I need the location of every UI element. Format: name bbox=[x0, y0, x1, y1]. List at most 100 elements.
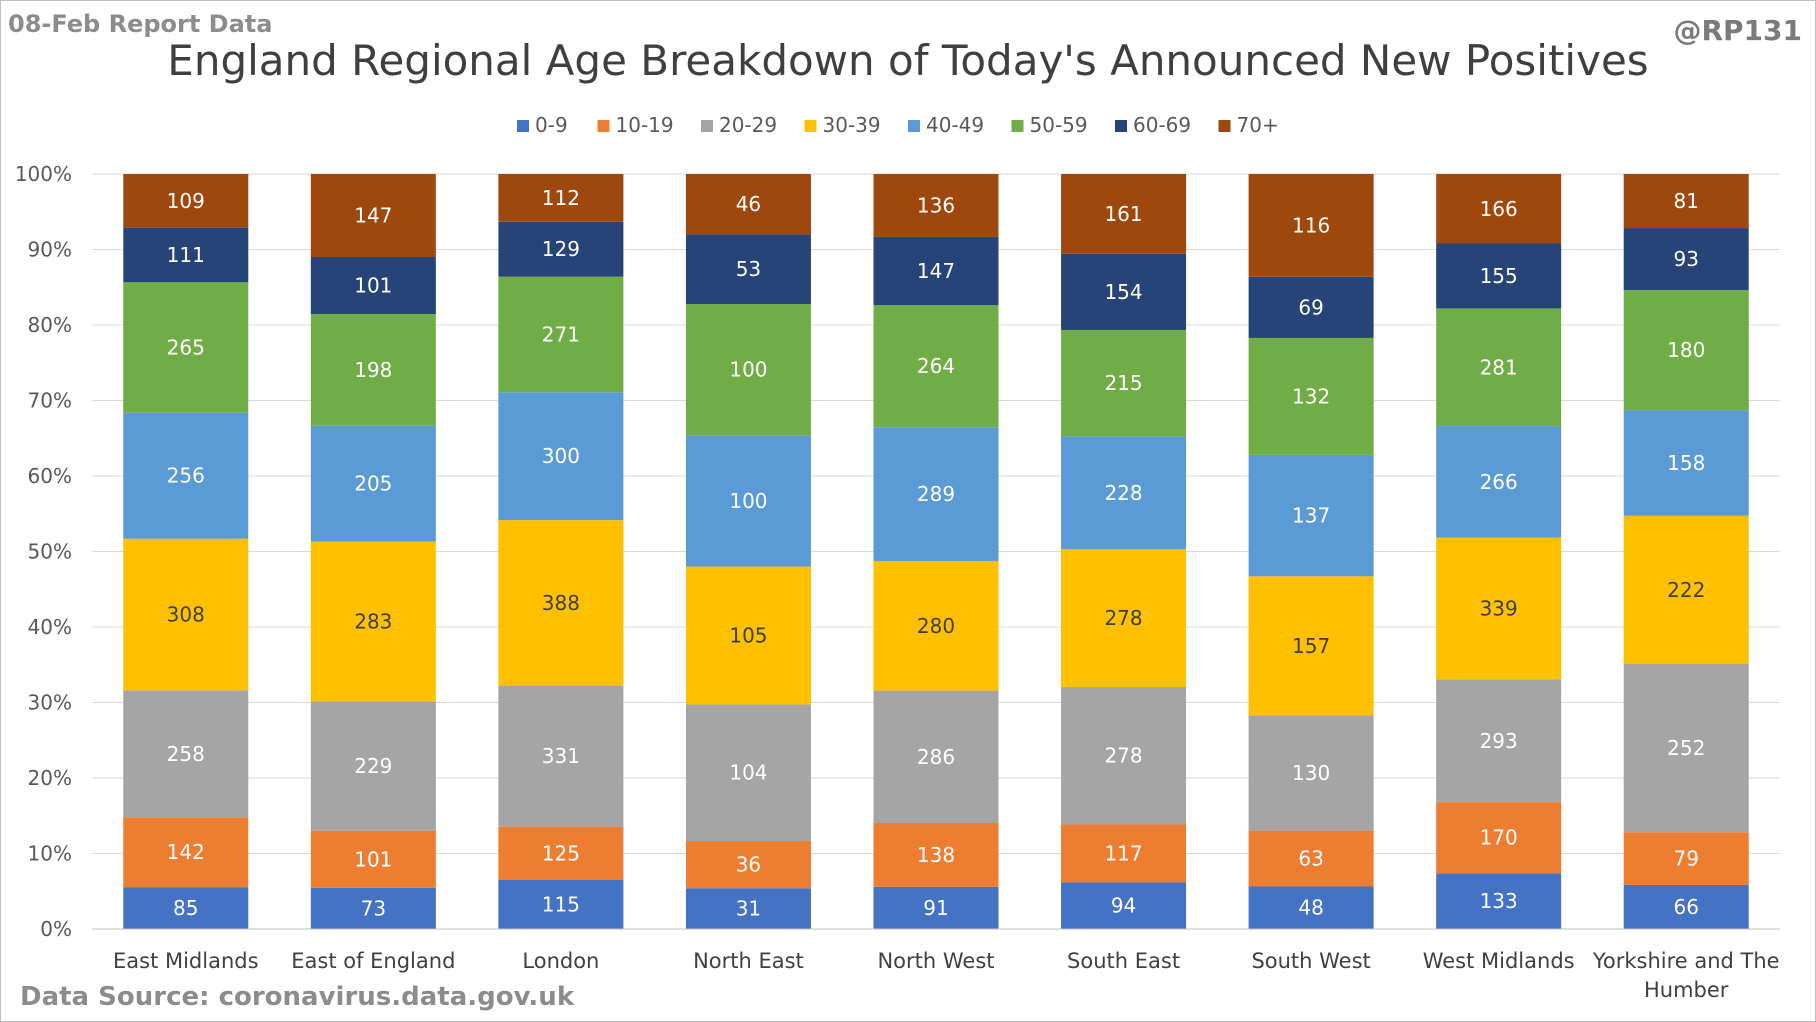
bar-segment bbox=[873, 305, 999, 428]
bar-segment bbox=[1248, 886, 1374, 929]
legend-swatch bbox=[908, 120, 920, 132]
data-label: 69 bbox=[1298, 295, 1323, 319]
x-tick-label: West Midlands bbox=[1423, 949, 1575, 973]
legend-label: 40-49 bbox=[926, 113, 984, 137]
author-handle: @RP131 bbox=[1673, 14, 1802, 47]
x-tick-label: East of England bbox=[291, 949, 455, 973]
data-label: 215 bbox=[1104, 371, 1142, 395]
y-tick-label: 0% bbox=[40, 917, 72, 941]
bar-segment bbox=[1623, 663, 1749, 833]
data-label: 115 bbox=[542, 892, 580, 916]
bar-segment bbox=[1061, 882, 1187, 929]
data-label: 180 bbox=[1667, 338, 1705, 362]
bar-segment bbox=[310, 257, 436, 315]
data-label: 133 bbox=[1480, 889, 1518, 913]
y-tick-label: 90% bbox=[28, 238, 72, 262]
data-label: 289 bbox=[917, 482, 955, 506]
y-tick-label: 100% bbox=[15, 162, 72, 186]
bar-segment bbox=[1061, 253, 1187, 330]
bar-segment bbox=[498, 520, 624, 686]
data-label: 111 bbox=[167, 243, 205, 267]
data-label: 125 bbox=[542, 841, 580, 865]
bar-segment bbox=[1248, 337, 1374, 455]
bar-segment bbox=[498, 174, 624, 222]
data-label: 271 bbox=[542, 323, 580, 347]
bar-segment bbox=[685, 704, 811, 842]
bar-segment bbox=[1248, 715, 1374, 831]
y-tick-label: 60% bbox=[28, 464, 72, 488]
data-label: 265 bbox=[167, 335, 205, 359]
data-label: 130 bbox=[1292, 761, 1330, 785]
bar-segment bbox=[1061, 436, 1187, 550]
legend-swatch bbox=[1011, 120, 1024, 132]
x-tick-label: South East bbox=[1067, 949, 1180, 973]
bar-segment bbox=[310, 701, 436, 831]
data-label: 283 bbox=[354, 610, 392, 634]
x-tick-label: North West bbox=[877, 949, 994, 973]
data-label: 53 bbox=[736, 257, 761, 281]
bar-segment bbox=[498, 685, 624, 827]
data-label: 252 bbox=[1667, 736, 1705, 760]
data-label: 300 bbox=[542, 444, 580, 468]
data-label: 280 bbox=[917, 614, 955, 638]
legend-swatch bbox=[804, 120, 817, 132]
data-label: 222 bbox=[1667, 578, 1705, 602]
data-label: 48 bbox=[1298, 896, 1323, 920]
legend-label: 60-69 bbox=[1133, 113, 1191, 137]
bar-segment bbox=[685, 234, 811, 304]
bar-segment bbox=[1436, 802, 1562, 874]
bar-segment bbox=[1436, 873, 1562, 929]
bar-segment bbox=[1623, 410, 1749, 516]
data-label: 138 bbox=[917, 843, 955, 867]
bar-segment bbox=[1436, 174, 1562, 244]
bar-segment bbox=[873, 174, 999, 237]
legend-label: 10-19 bbox=[616, 113, 674, 137]
data-label: 155 bbox=[1480, 264, 1518, 288]
x-tick-label: Humber bbox=[1644, 978, 1729, 1002]
bar-segment bbox=[1623, 832, 1749, 885]
bar-segment bbox=[1248, 576, 1374, 716]
x-tick-label: South West bbox=[1251, 949, 1370, 973]
bar-segment bbox=[1436, 308, 1562, 427]
data-label: 79 bbox=[1673, 847, 1698, 871]
bar-segment bbox=[873, 560, 999, 691]
data-label: 205 bbox=[354, 472, 392, 496]
data-label: 91 bbox=[923, 896, 948, 920]
legend-swatch bbox=[1218, 120, 1231, 132]
y-tick-label: 20% bbox=[28, 766, 72, 790]
x-tick-label: Yorkshire and The bbox=[1592, 949, 1780, 973]
y-tick-label: 70% bbox=[28, 389, 72, 413]
x-tick-label: London bbox=[522, 949, 599, 973]
data-label: 100 bbox=[729, 358, 767, 382]
data-label: 166 bbox=[1480, 197, 1518, 221]
data-label: 339 bbox=[1480, 596, 1518, 620]
bar-segment bbox=[310, 541, 436, 702]
bar-segment bbox=[123, 227, 249, 283]
bar-segment bbox=[498, 392, 624, 521]
data-label: 161 bbox=[1104, 202, 1142, 226]
legend-swatch bbox=[597, 120, 610, 132]
bar-segment bbox=[873, 690, 999, 823]
legend-label: 70+ bbox=[1237, 113, 1279, 137]
data-label: 105 bbox=[729, 624, 767, 648]
bar-segment bbox=[123, 174, 249, 228]
chart-title: England Regional Age Breakdown of Today'… bbox=[167, 36, 1649, 85]
data-label: 132 bbox=[1292, 384, 1330, 408]
legend-swatch bbox=[701, 120, 713, 132]
data-label: 388 bbox=[542, 591, 580, 615]
data-label: 101 bbox=[354, 274, 392, 298]
data-label: 256 bbox=[167, 464, 205, 488]
bar-segment bbox=[685, 888, 811, 929]
data-label: 281 bbox=[1480, 355, 1518, 379]
bar-segment bbox=[873, 886, 999, 929]
bar-segment bbox=[685, 566, 811, 705]
data-label: 286 bbox=[917, 745, 955, 769]
bar-segment bbox=[1061, 686, 1187, 825]
data-label: 31 bbox=[736, 897, 761, 921]
data-label: 278 bbox=[1104, 606, 1142, 630]
data-label: 142 bbox=[167, 840, 205, 864]
bar-segment bbox=[1248, 174, 1374, 277]
data-label: 117 bbox=[1104, 842, 1142, 866]
data-label: 278 bbox=[1104, 744, 1142, 768]
data-label: 228 bbox=[1104, 481, 1142, 505]
